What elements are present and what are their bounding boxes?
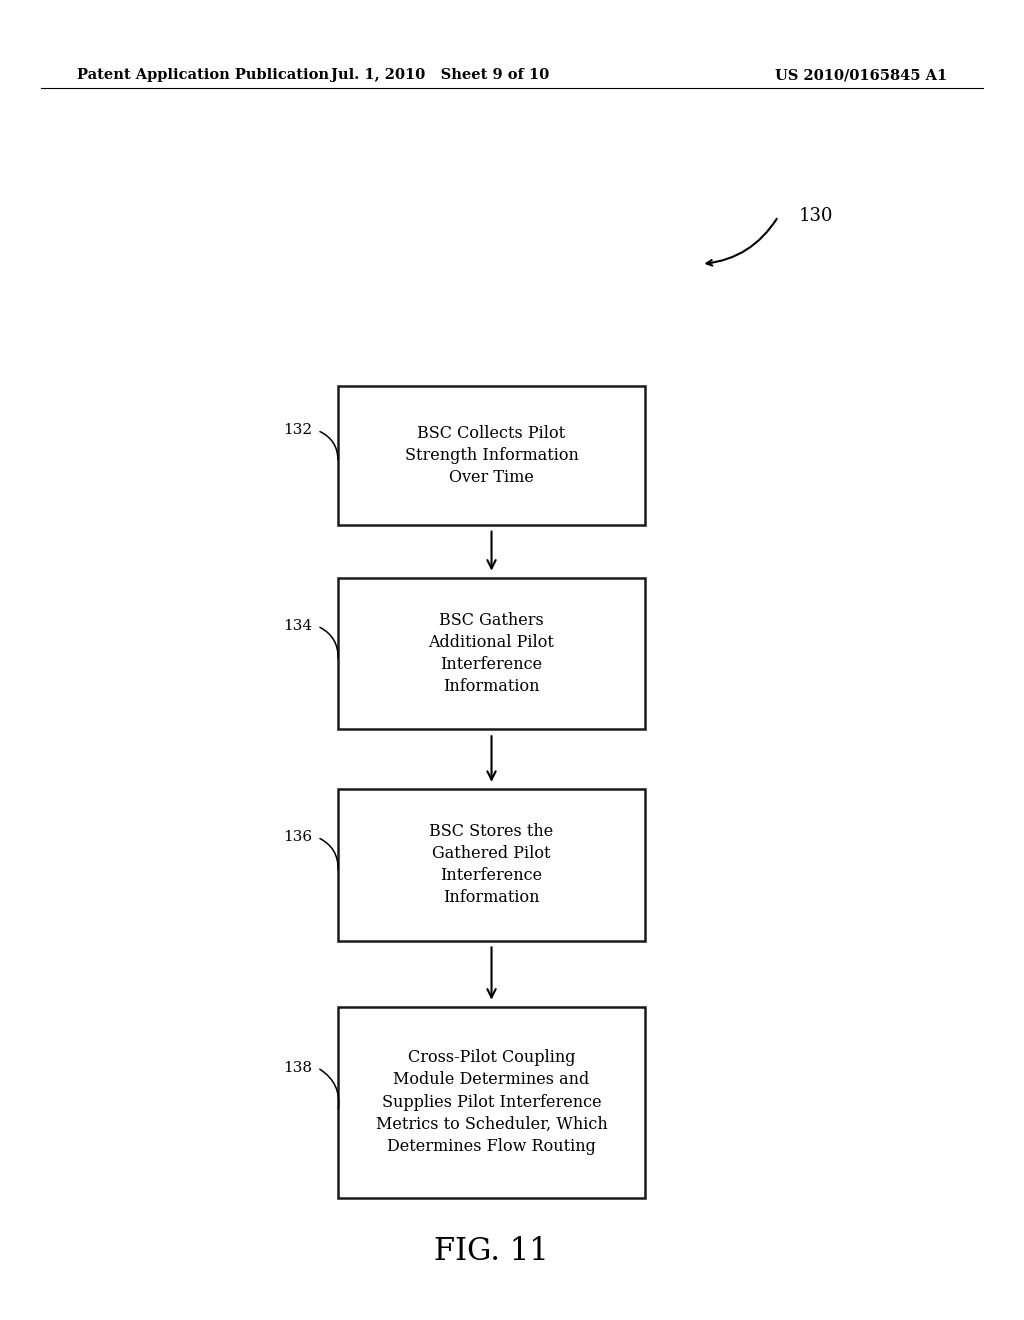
Text: 138: 138 bbox=[284, 1061, 312, 1074]
FancyBboxPatch shape bbox=[338, 1006, 645, 1199]
FancyBboxPatch shape bbox=[338, 578, 645, 729]
Text: Cross-Pilot Coupling
Module Determines and
Supplies Pilot Interference
Metrics t: Cross-Pilot Coupling Module Determines a… bbox=[376, 1049, 607, 1155]
Text: Patent Application Publication: Patent Application Publication bbox=[77, 69, 329, 82]
Text: Jul. 1, 2010   Sheet 9 of 10: Jul. 1, 2010 Sheet 9 of 10 bbox=[331, 69, 550, 82]
Text: BSC Stores the
Gathered Pilot
Interference
Information: BSC Stores the Gathered Pilot Interferen… bbox=[429, 822, 554, 907]
Text: 130: 130 bbox=[799, 207, 834, 226]
Text: FIG. 11: FIG. 11 bbox=[434, 1236, 549, 1267]
FancyBboxPatch shape bbox=[338, 789, 645, 940]
Text: US 2010/0165845 A1: US 2010/0165845 A1 bbox=[775, 69, 947, 82]
Text: BSC Gathers
Additional Pilot
Interference
Information: BSC Gathers Additional Pilot Interferenc… bbox=[429, 611, 554, 696]
Text: BSC Collects Pilot
Strength Information
Over Time: BSC Collects Pilot Strength Information … bbox=[404, 425, 579, 486]
Text: 134: 134 bbox=[284, 619, 312, 634]
Text: 132: 132 bbox=[284, 424, 312, 437]
Text: 136: 136 bbox=[284, 830, 312, 845]
FancyBboxPatch shape bbox=[338, 385, 645, 524]
